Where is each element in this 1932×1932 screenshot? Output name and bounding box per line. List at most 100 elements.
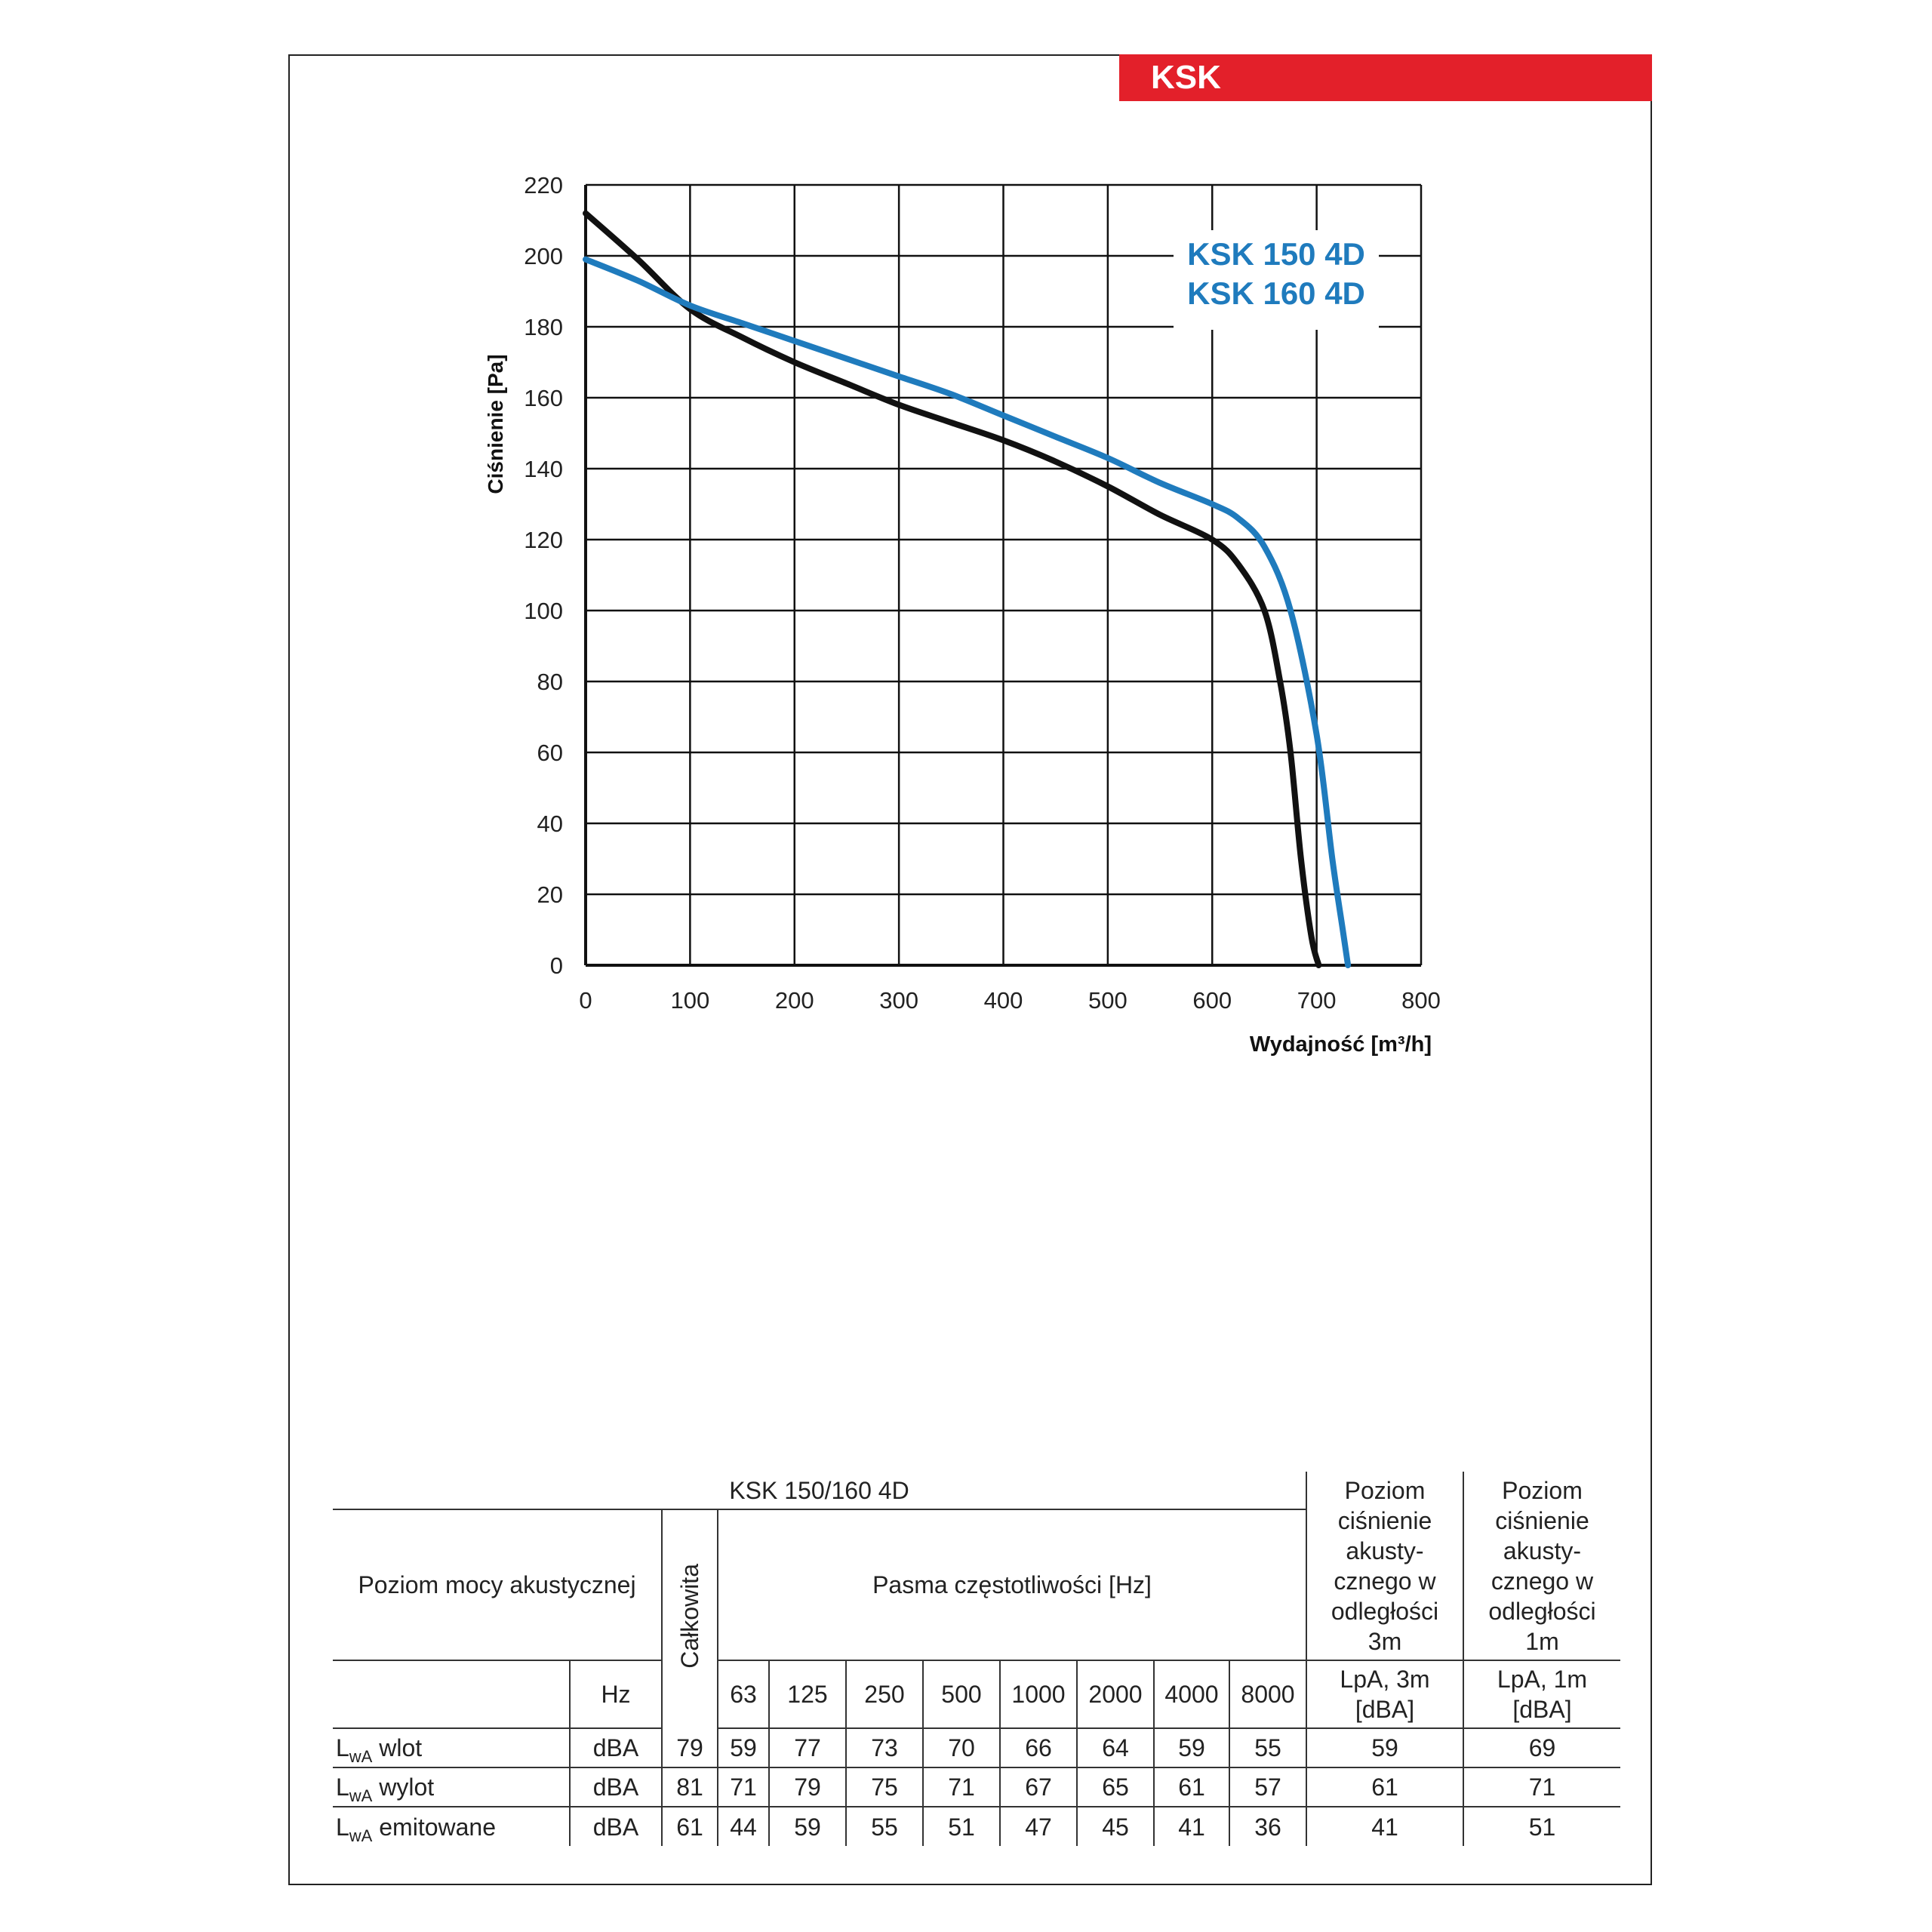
- row-total: 81: [661, 1767, 718, 1807]
- total-header: Całkowita: [661, 1509, 718, 1728]
- lpa3-line: cznego w: [1334, 1567, 1436, 1595]
- cell: 79: [768, 1767, 846, 1807]
- band-header: 500: [922, 1660, 1000, 1729]
- cell-lpa1: 51: [1463, 1807, 1620, 1846]
- cell: 41: [1153, 1807, 1229, 1846]
- table-title: KSK 150/160 4D: [729, 1476, 909, 1504]
- noise-table: KSK 150/160 4D Poziom ciśnienie akusty- …: [333, 1472, 1620, 1846]
- cell-lpa3: 61: [1306, 1767, 1463, 1807]
- fan-curve-chart: 0 20 40 60 80 100 120 140 160 180 200 220 0 100 200 300…: [484, 172, 1441, 1057]
- y-tick-label: 80: [537, 669, 563, 695]
- x-tick-label: 700: [1297, 987, 1337, 1014]
- cell: 59: [768, 1807, 846, 1846]
- total-header-label: Całkowita: [676, 1563, 703, 1669]
- y-tick-label: 100: [524, 598, 563, 624]
- cell: 75: [845, 1767, 923, 1807]
- lpa1-header: Poziom ciśnienie akusty- cznego w odległ…: [1463, 1472, 1620, 1661]
- y-tick-label: 0: [550, 952, 563, 979]
- row-sub: wA: [349, 1747, 373, 1766]
- row-label: LwA emitowane: [333, 1807, 570, 1846]
- x-tick-label: 200: [775, 987, 814, 1014]
- cell: 66: [999, 1728, 1077, 1768]
- header-bar: KSK: [1119, 54, 1652, 101]
- lpa1-line: cznego w: [1491, 1567, 1594, 1595]
- x-tick-label: 100: [671, 987, 710, 1014]
- x-tick-label: 300: [879, 987, 918, 1014]
- header-title: KSK: [1151, 59, 1221, 96]
- cell: 73: [845, 1728, 923, 1768]
- page-frame: [288, 54, 1652, 1885]
- lpa3-header: Poziom ciśnienie akusty- cznego w odległ…: [1306, 1472, 1463, 1661]
- cell: 77: [768, 1728, 846, 1768]
- table-row: LwA wlot dBA 79 59 77 73 70 66 64 59 55 …: [333, 1728, 1620, 1768]
- empty-cell: [333, 1660, 570, 1729]
- lpa3-unit: LpA, 3m [dBA]: [1306, 1660, 1463, 1729]
- cell: 51: [922, 1807, 1000, 1846]
- series-line-0: [583, 210, 1322, 968]
- x-tick-label: 500: [1088, 987, 1128, 1014]
- table-row: LwA emitowane dBA 61 44 59 55 51 47 45 4…: [333, 1807, 1620, 1846]
- row-header: Poziom mocy akustycznej: [333, 1509, 662, 1661]
- cell-lpa3: 41: [1306, 1807, 1463, 1846]
- y-tick-label: 160: [524, 385, 563, 411]
- lpa1-line: akusty-: [1503, 1537, 1582, 1564]
- cell: 57: [1229, 1767, 1306, 1807]
- x-tick-label: 800: [1401, 987, 1441, 1014]
- row-sub: wA: [349, 1826, 373, 1845]
- cell: 55: [1229, 1728, 1306, 1768]
- lpa1-line: 1m: [1525, 1627, 1559, 1655]
- cell: 44: [717, 1807, 769, 1846]
- cell: 55: [845, 1807, 923, 1846]
- lpa3-line: ciśnienie: [1337, 1506, 1432, 1534]
- y-axis-label: Ciśnienie [Pa]: [484, 354, 507, 494]
- band-header: 1000: [999, 1660, 1077, 1729]
- row-name: wylot: [379, 1774, 435, 1801]
- lpa3-unit-line: [dBA]: [1355, 1696, 1415, 1723]
- x-axis-label: Wydajność [m³/h]: [1250, 1032, 1432, 1057]
- row-label: LwA wylot: [333, 1767, 570, 1807]
- band-header: 125: [768, 1660, 846, 1729]
- row-prefix: L: [336, 1734, 349, 1761]
- lpa3-unit-line: LpA, 3m: [1340, 1666, 1430, 1693]
- row-prefix: L: [336, 1813, 349, 1841]
- lpa1-line: Poziom: [1502, 1476, 1583, 1504]
- row-name: emitowane: [379, 1813, 496, 1841]
- row-label: LwA wlot: [333, 1728, 570, 1768]
- cell: 59: [1153, 1728, 1229, 1768]
- lpa3-line: Poziom: [1344, 1476, 1426, 1504]
- y-tick-label: 40: [537, 811, 563, 837]
- lpa1-line: ciśnienie: [1495, 1506, 1589, 1534]
- table-row: LwA wylot dBA 81 71 79 75 71 67 65 61 57…: [333, 1767, 1620, 1807]
- y-tick-label: 60: [537, 740, 563, 766]
- cell-lpa1: 71: [1463, 1767, 1620, 1807]
- cell: 59: [717, 1728, 769, 1768]
- row-unit: dBA: [569, 1767, 662, 1807]
- x-tick-label: 400: [984, 987, 1023, 1014]
- y-tick-label: 20: [537, 881, 563, 908]
- lpa3-line: odległości: [1331, 1597, 1439, 1625]
- y-tick-label: 180: [524, 314, 563, 340]
- y-tick-label: 220: [524, 172, 563, 198]
- row-unit: dBA: [569, 1728, 662, 1768]
- cell-lpa3: 59: [1306, 1728, 1463, 1768]
- cell: 36: [1229, 1807, 1306, 1846]
- bands-header: Pasma częstotliwości [Hz]: [717, 1509, 1306, 1661]
- band-header: 4000: [1153, 1660, 1229, 1729]
- lpa3-line: 3m: [1367, 1627, 1402, 1655]
- band-header: 8000: [1229, 1660, 1306, 1729]
- band-header: 250: [845, 1660, 923, 1729]
- cell: 70: [922, 1728, 1000, 1768]
- cell: 64: [1076, 1728, 1154, 1768]
- lpa1-unit-line: LpA, 1m: [1497, 1666, 1588, 1693]
- row-unit: dBA: [569, 1807, 662, 1846]
- y-tick-label: 140: [524, 456, 563, 482]
- legend-label: KSK 150 4D: [1187, 236, 1365, 272]
- legend-box: [1174, 230, 1379, 330]
- cell: 45: [1076, 1807, 1154, 1846]
- row-name: wlot: [379, 1734, 423, 1761]
- row-sub: wA: [349, 1786, 373, 1805]
- cell: 71: [922, 1767, 1000, 1807]
- y-tick-label: 200: [524, 243, 563, 269]
- cell-lpa1: 69: [1463, 1728, 1620, 1768]
- cell: 65: [1076, 1767, 1154, 1807]
